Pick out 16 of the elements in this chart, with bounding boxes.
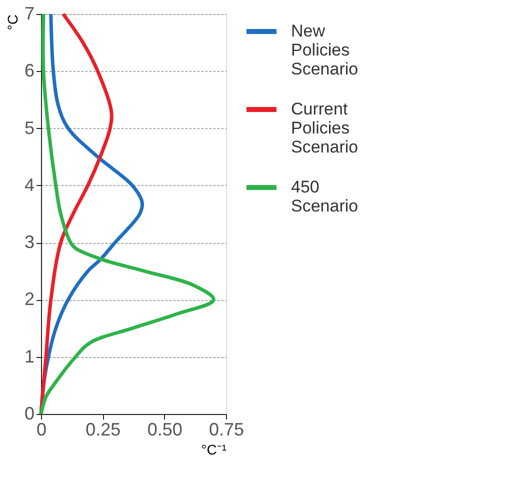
y-tick-label: 4 (24, 174, 34, 195)
x-tick-label: 0.50 (147, 420, 182, 440)
legend-label: New Policies Scenario (291, 22, 358, 78)
y-tick-label: 0 (24, 404, 34, 424)
x-axis-title: °C⁻¹ (201, 442, 227, 458)
x-tick-label: 0.25 (86, 420, 121, 440)
legend-label: Current Policies Scenario (291, 100, 358, 156)
y-axis-title: °C (4, 14, 20, 30)
legend-label: 450 Scenario (291, 178, 358, 216)
y-tick-label: 2 (24, 289, 34, 310)
y-tick-label: 1 (24, 346, 34, 366)
y-tick-label: 5 (24, 118, 34, 138)
x-tick-label: 0.75 (208, 420, 244, 440)
y-tick-label: 3 (24, 232, 34, 252)
y-tick-label: 7 (24, 4, 34, 24)
y-tick-label: 6 (24, 60, 34, 81)
